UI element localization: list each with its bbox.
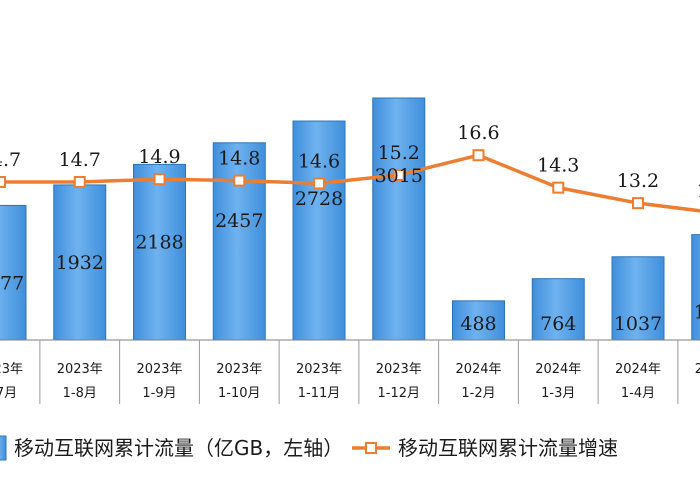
x-tick-label-period: 1-2月 bbox=[461, 386, 495, 401]
growth-value-label: 14.7 bbox=[59, 149, 101, 171]
bar-value-label: 2728 bbox=[295, 188, 343, 210]
x-tick-label-period: 1-9月 bbox=[142, 386, 176, 401]
bar bbox=[212, 142, 266, 341]
growth-value-label: 14.6 bbox=[298, 150, 340, 172]
legend-bar-label: 移动互联网累计流量（亿GB，左轴） bbox=[14, 436, 343, 460]
bar bbox=[452, 300, 505, 341]
bar-value-label: 3015 bbox=[375, 165, 423, 187]
bar-value-label: 1677 bbox=[0, 272, 24, 294]
growth-point bbox=[233, 174, 246, 187]
growth-point bbox=[392, 168, 405, 181]
growth-value-label: 12.5 bbox=[697, 180, 700, 202]
growth-value-label: 14.3 bbox=[537, 155, 579, 177]
growth-line bbox=[0, 153, 700, 213]
x-tick-label-year: 2024年 bbox=[695, 362, 700, 377]
bar-value-label: 1313 bbox=[694, 302, 700, 324]
x-tick-label-year: 2024年 bbox=[535, 362, 581, 377]
growth-point bbox=[552, 181, 565, 194]
x-tick-label-period: 1-11月 bbox=[298, 386, 341, 401]
x-tick-label-period: 1-4月 bbox=[621, 386, 655, 401]
x-axis: 2023年 1-7月 2023年 1-8月 2023年 1-9月 2023年 1-10月 202… bbox=[0, 339, 700, 404]
bar bbox=[53, 184, 107, 341]
legend-line-marker bbox=[365, 442, 377, 454]
x-tick-label-year: 2023年 bbox=[376, 362, 422, 377]
legend: 移动互联网累计流量（亿GB，左轴） 移动互联网累计流量增速 bbox=[0, 435, 618, 461]
growth-value-label: 14.9 bbox=[138, 146, 180, 168]
growth-point bbox=[472, 149, 485, 162]
bar-value-label: 764 bbox=[540, 313, 576, 335]
bar bbox=[0, 204, 27, 341]
x-tick-label-year: 2023年 bbox=[0, 362, 23, 377]
growth-value-label: 13.2 bbox=[617, 170, 659, 192]
growth-point bbox=[73, 176, 86, 188]
bar-value-label: 1932 bbox=[56, 252, 104, 274]
data-labels: 1677 1932 2188 2457 2728 3015 488 764 1037 1313 14… bbox=[0, 122, 700, 335]
bar bbox=[611, 256, 665, 341]
growth-point bbox=[313, 177, 325, 190]
growth-point bbox=[153, 173, 166, 186]
bar bbox=[292, 120, 346, 341]
x-tick-label-year: 2023年 bbox=[216, 362, 262, 377]
growth-point bbox=[632, 197, 644, 210]
bar-value-label: 2188 bbox=[135, 231, 183, 253]
x-tick-label-year: 2024年 bbox=[615, 362, 661, 377]
growth-value-label: 14.7 bbox=[0, 149, 21, 171]
legend-line-label: 移动互联网累计流量增速 bbox=[398, 436, 618, 460]
growth-value-label: 15.2 bbox=[378, 142, 420, 164]
x-tick-label-period: 1-3月 bbox=[541, 386, 575, 401]
growth-value-label: 16.6 bbox=[457, 122, 499, 144]
bar-value-label: 1037 bbox=[614, 313, 662, 335]
bar bbox=[691, 234, 700, 341]
x-tick-label-period: 1-10月 bbox=[218, 386, 261, 401]
x-tick-label-year: 2024年 bbox=[455, 362, 501, 377]
x-tick-label-period: 1-7月 bbox=[0, 386, 17, 401]
growth-line-series bbox=[0, 149, 700, 213]
legend-bar-swatch bbox=[0, 435, 7, 461]
x-tick-label-year: 2023年 bbox=[136, 362, 182, 377]
x-tick-label-year: 2023年 bbox=[57, 362, 103, 377]
x-tick-label-period: 1-8月 bbox=[63, 386, 97, 401]
bar bbox=[133, 163, 186, 341]
bar bbox=[531, 278, 585, 341]
bar-series bbox=[0, 97, 700, 341]
growth-value-label: 14.8 bbox=[218, 148, 260, 170]
bar-value-label: 2457 bbox=[215, 210, 263, 232]
bar bbox=[372, 97, 426, 341]
x-tick-label-period: 1-12月 bbox=[377, 386, 420, 401]
x-tick-label-year: 2023年 bbox=[296, 362, 342, 377]
bar-value-label: 488 bbox=[460, 313, 496, 335]
growth-point bbox=[0, 176, 6, 188]
